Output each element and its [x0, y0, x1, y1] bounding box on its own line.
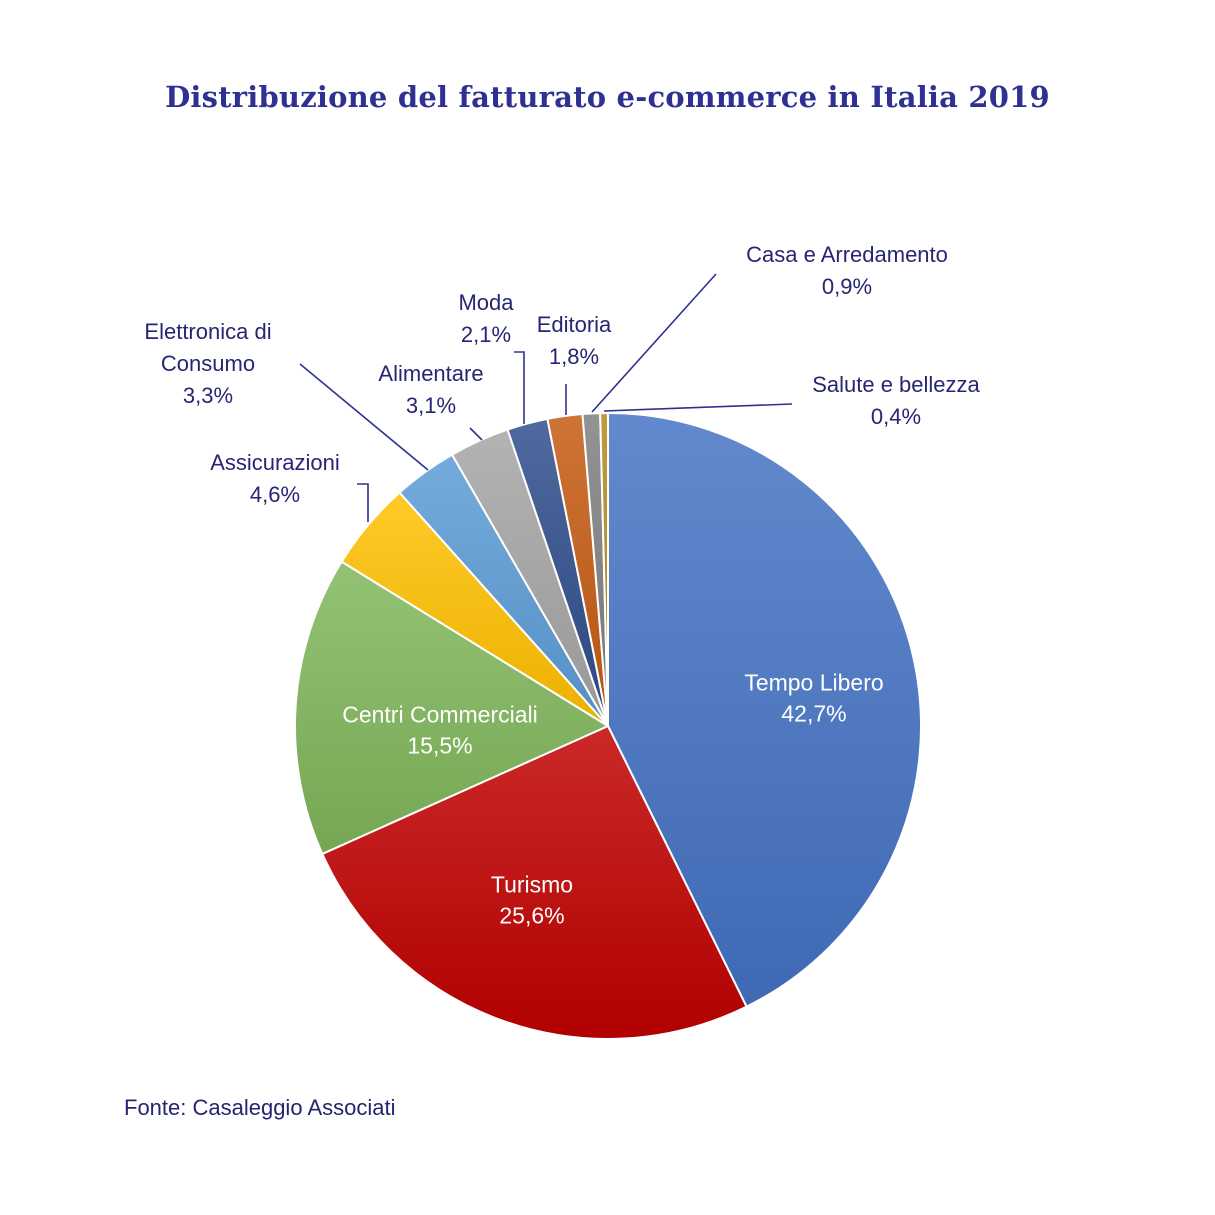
slice-label-assicurazioni: Assicurazioni 4,6% — [210, 450, 340, 507]
slice-name-editoria: Editoria — [537, 312, 612, 337]
leader-line-assicurazioni — [357, 483, 369, 522]
slice-name-centri-commerciali: Centri Commerciali — [342, 702, 538, 728]
pie-slice-tempo-libero — [607, 412, 922, 1008]
slice-value-salute-e-bellezza: 0,4% — [871, 404, 921, 429]
chart-title: Distribuzione del fatturato e-commerce i… — [165, 80, 1050, 114]
slice-value-turismo: 25,6% — [499, 903, 564, 929]
leader-line-alimentare — [469, 427, 483, 441]
slice-label-tempo-libero: Tempo Libero 42,7% — [744, 670, 883, 727]
slice-value-centri-commerciali: 15,5% — [407, 733, 472, 759]
slice-label-centri-commerciali: Centri Commerciali 15,5% — [342, 702, 538, 759]
pie-slice-salute-e-bellezza — [599, 412, 609, 727]
slice-label-turismo: Turismo 25,6% — [491, 872, 573, 929]
slice-labels: Tempo Libero 42,7% Turismo 25,6% Centri Comm… — [144, 242, 980, 929]
slice-name-elettronica-di-consumo: Consumo — [161, 351, 255, 376]
slice-label-editoria: Editoria 1,8% — [537, 312, 612, 369]
slice-value-assicurazioni: 4,6% — [250, 482, 300, 507]
slice-name-turismo: Turismo — [491, 872, 573, 898]
pie-slice-turismo — [321, 725, 748, 1040]
slice-name-elettronica-di-consumo: Elettronica di — [144, 319, 271, 344]
pie-slice-centri-commerciali — [294, 560, 609, 855]
leader-line-salute-e-bellezza — [603, 403, 793, 412]
slice-label-elettronica-di-consumo: Elettronica di Consumo 3,3% — [144, 319, 271, 408]
slice-value-tempo-libero: 42,7% — [781, 701, 846, 727]
slice-name-moda: Moda — [458, 290, 514, 315]
slice-value-casa-e-arredamento: 0,9% — [822, 274, 872, 299]
slice-label-casa-e-arredamento: Casa e Arredamento 0,9% — [746, 242, 948, 299]
slice-value-alimentare: 3,1% — [406, 393, 456, 418]
slice-name-salute-e-bellezza: Salute e bellezza — [812, 372, 980, 397]
slice-value-editoria: 1,8% — [549, 344, 599, 369]
leader-lines — [299, 273, 793, 522]
slice-value-elettronica-di-consumo: 3,3% — [183, 383, 233, 408]
slice-label-salute-e-bellezza: Salute e bellezza 0,4% — [812, 372, 980, 429]
source-note: Fonte: Casaleggio Associati — [124, 1095, 396, 1120]
slice-name-alimentare: Alimentare — [378, 361, 483, 386]
slice-name-tempo-libero: Tempo Libero — [744, 670, 883, 696]
slice-name-casa-e-arredamento: Casa e Arredamento — [746, 242, 948, 267]
leader-line-casa-e-arredamento — [591, 273, 717, 413]
leader-line-moda — [514, 351, 525, 424]
slice-label-moda: Moda 2,1% — [458, 290, 514, 347]
slice-label-alimentare: Alimentare 3,1% — [378, 361, 483, 418]
leader-line-elettronica-di-consumo — [299, 363, 429, 471]
slice-value-moda: 2,1% — [461, 322, 511, 347]
pie-slices — [294, 412, 922, 1040]
slice-name-assicurazioni: Assicurazioni — [210, 450, 340, 475]
